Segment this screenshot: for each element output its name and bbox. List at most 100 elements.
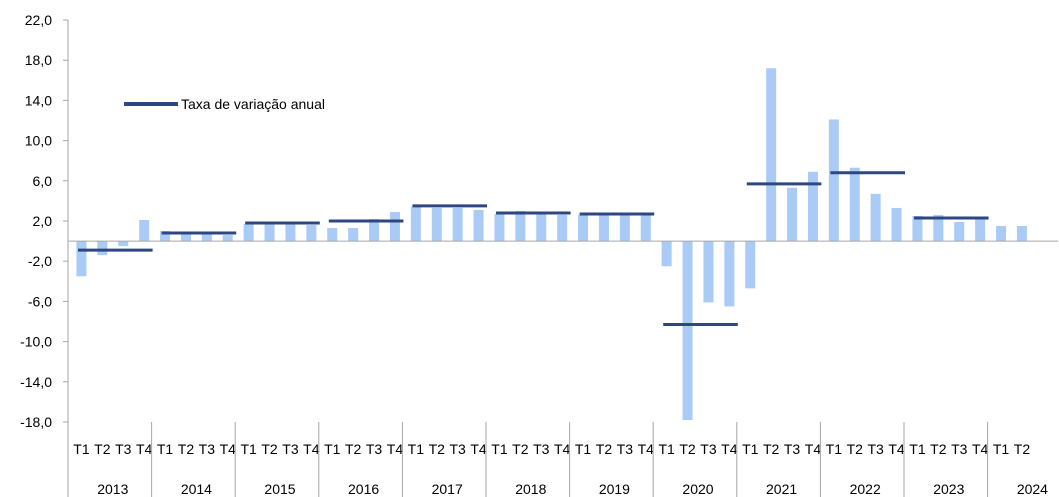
bar-2015-T1 [243,224,254,242]
y-tick-label: -2,0 [28,253,52,269]
quarter-label: T1 [826,441,843,457]
year-label: 2016 [348,481,379,497]
bar-2013-T3 [118,241,129,247]
quarter-label: T3 [951,441,968,457]
quarter-label: T2 [596,441,613,457]
quarter-label: T4 [638,441,655,457]
quarter-label: T3 [617,441,634,457]
bar-2024-T1 [996,226,1007,242]
bar-2023-T1 [912,215,923,242]
quarter-label: T1 [408,441,425,457]
bar-2023-T4 [975,218,986,242]
quarter-label: T2 [94,441,111,457]
y-tick-label: 14,0 [25,92,52,108]
bar-2021-T2 [766,68,777,242]
legend: Taxa de variação anual [124,96,325,112]
bar-2014-T2 [180,233,191,242]
quarter-label: T4 [721,441,738,457]
bar-2015-T2 [264,224,275,242]
bar-2013-T4 [139,219,150,242]
bar-2016-T1 [327,228,338,242]
bar-2020-T1 [661,241,672,267]
quarter-label: T3 [867,441,884,457]
quarter-label: T3 [784,441,801,457]
year-label: 2023 [933,481,964,497]
quarter-label: T1 [909,441,926,457]
bar-2020-T2 [682,241,693,420]
year-label: 2013 [97,481,128,497]
year-label: 2015 [264,481,295,497]
quarter-label: T4 [972,441,989,457]
bar-2022-T4 [891,207,902,242]
quarter-label: T1 [742,441,759,457]
quarter-label: T2 [178,441,195,457]
bar-2023-T2 [933,214,944,242]
quarter-label: T1 [658,441,675,457]
year-label: 2019 [599,481,630,497]
y-tick-label: 6,0 [33,173,53,189]
quarter-label: T2 [261,441,278,457]
bar-2018-T4 [557,214,568,242]
bar-2019-T1 [578,214,589,242]
bar-2014-T1 [160,231,171,242]
quarterly-bars [76,68,1027,420]
year-label: 2022 [850,481,881,497]
bar-2019-T3 [619,214,630,242]
bar-2015-T4 [306,225,317,242]
bar-2022-T1 [828,119,839,242]
bar-2016-T3 [369,218,380,242]
bar-2016-T2 [348,228,359,242]
bar-2019-T2 [598,214,609,242]
bar-2013-T1 [76,241,87,277]
quarter-label: T1 [240,441,257,457]
year-label: 2017 [432,481,463,497]
year-label: 2021 [766,481,797,497]
bar-2018-T1 [494,213,505,242]
bar-2013-T2 [97,241,108,256]
quarter-label: T1 [324,441,341,457]
bar-2014-T4 [222,235,233,242]
quarter-label: T2 [930,441,947,457]
quarter-label: T1 [575,441,592,457]
bar-2015-T3 [285,224,296,242]
y-tick-label: 10,0 [25,133,52,149]
y-axis: 22,0 18,0 14,0 10,0 6,0 2,0 -2,0 -6,0 -10,0 -14,0… [20,12,69,430]
quarter-label: T2 [1014,441,1031,457]
quarter-label: T4 [136,441,153,457]
quarter-label: T1 [993,441,1010,457]
y-tick-label: -18,0 [20,414,52,430]
quarter-label: T2 [679,441,696,457]
y-tick-label: -10,0 [20,334,52,350]
annual-rate-lines [78,171,989,327]
quarter-label: T2 [763,441,780,457]
bar-2021-T3 [787,187,798,242]
bar-2017-T1 [410,206,421,242]
quarter-label: T4 [554,441,571,457]
bar-2016-T4 [389,211,400,242]
quarter-label: T4 [220,441,237,457]
bar-2018-T2 [515,210,526,242]
legend-label: Taxa de variação anual [181,96,325,112]
bar-2022-T3 [870,193,881,242]
quarter-label: T2 [429,441,446,457]
year-label: 2018 [515,481,546,497]
y-tick-label: 2,0 [33,213,53,229]
quarter-label: T4 [805,441,822,457]
bar-2014-T3 [201,233,212,242]
bar-2019-T4 [640,213,651,242]
quarter-label: T3 [366,441,383,457]
bar-2017-T3 [452,207,463,242]
bar-2018-T3 [536,212,547,242]
bar-2024-T2 [1016,226,1027,242]
quarter-label: T3 [449,441,466,457]
quarter-label: T1 [491,441,508,457]
quarter-label: T2 [847,441,864,457]
quarter-label: T2 [345,441,362,457]
y-tick-label: -6,0 [28,293,52,309]
quarter-label: T4 [470,441,487,457]
bar-2021-T1 [745,241,756,289]
quarter-label: T4 [387,441,404,457]
bar-2021-T4 [807,171,818,242]
